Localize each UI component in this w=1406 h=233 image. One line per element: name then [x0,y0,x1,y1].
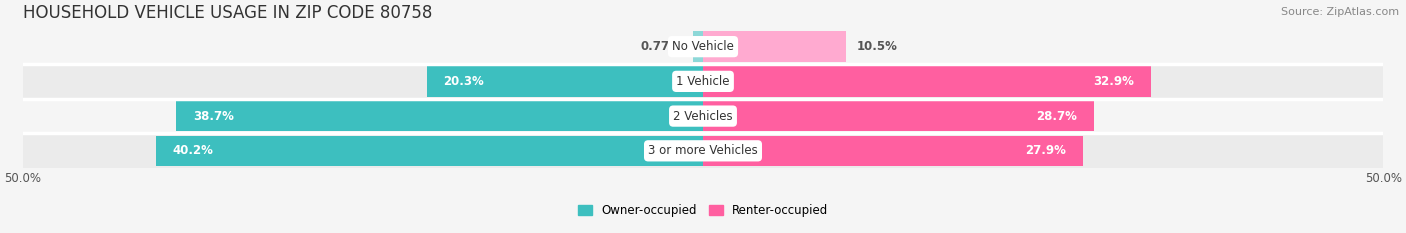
Text: No Vehicle: No Vehicle [672,40,734,53]
Bar [22,29,1384,64]
Legend: Owner-occupied, Renter-occupied: Owner-occupied, Renter-occupied [572,199,834,222]
Text: 2 Vehicles: 2 Vehicles [673,110,733,123]
Text: 10.5%: 10.5% [856,40,897,53]
Bar [22,64,1384,99]
Bar [22,134,1384,168]
Bar [22,99,1384,134]
Bar [693,31,703,62]
Bar [703,31,846,62]
Text: 0.77%: 0.77% [641,40,682,53]
Text: 3 or more Vehicles: 3 or more Vehicles [648,144,758,157]
Text: Source: ZipAtlas.com: Source: ZipAtlas.com [1281,7,1399,17]
Bar [703,136,1083,166]
Bar [176,101,703,131]
Text: 28.7%: 28.7% [1036,110,1077,123]
Text: 1 Vehicle: 1 Vehicle [676,75,730,88]
Text: 27.9%: 27.9% [1025,144,1066,157]
Bar [703,66,1150,97]
Text: 32.9%: 32.9% [1094,75,1135,88]
Bar [703,101,1094,131]
Bar [427,66,703,97]
Text: HOUSEHOLD VEHICLE USAGE IN ZIP CODE 80758: HOUSEHOLD VEHICLE USAGE IN ZIP CODE 8075… [22,4,432,22]
Text: 20.3%: 20.3% [443,75,484,88]
Text: 38.7%: 38.7% [193,110,233,123]
Text: 40.2%: 40.2% [173,144,214,157]
Bar [156,136,703,166]
